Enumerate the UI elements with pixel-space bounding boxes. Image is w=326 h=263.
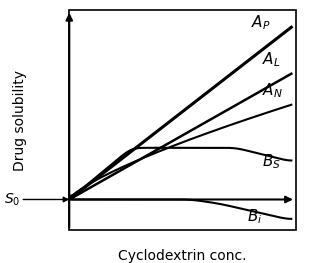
Text: $B_i$: $B_i$ [247, 207, 262, 226]
Text: Drug solubility: Drug solubility [13, 70, 27, 171]
Text: Cyclodextrin conc.: Cyclodextrin conc. [118, 249, 247, 262]
Text: $S_0$: $S_0$ [4, 191, 68, 208]
Text: $A_P$: $A_P$ [251, 14, 271, 32]
Text: $B_S$: $B_S$ [262, 152, 281, 171]
Bar [69, 10, 296, 230]
Text: $A_N$: $A_N$ [262, 81, 283, 100]
Text: $A_L$: $A_L$ [262, 50, 281, 69]
